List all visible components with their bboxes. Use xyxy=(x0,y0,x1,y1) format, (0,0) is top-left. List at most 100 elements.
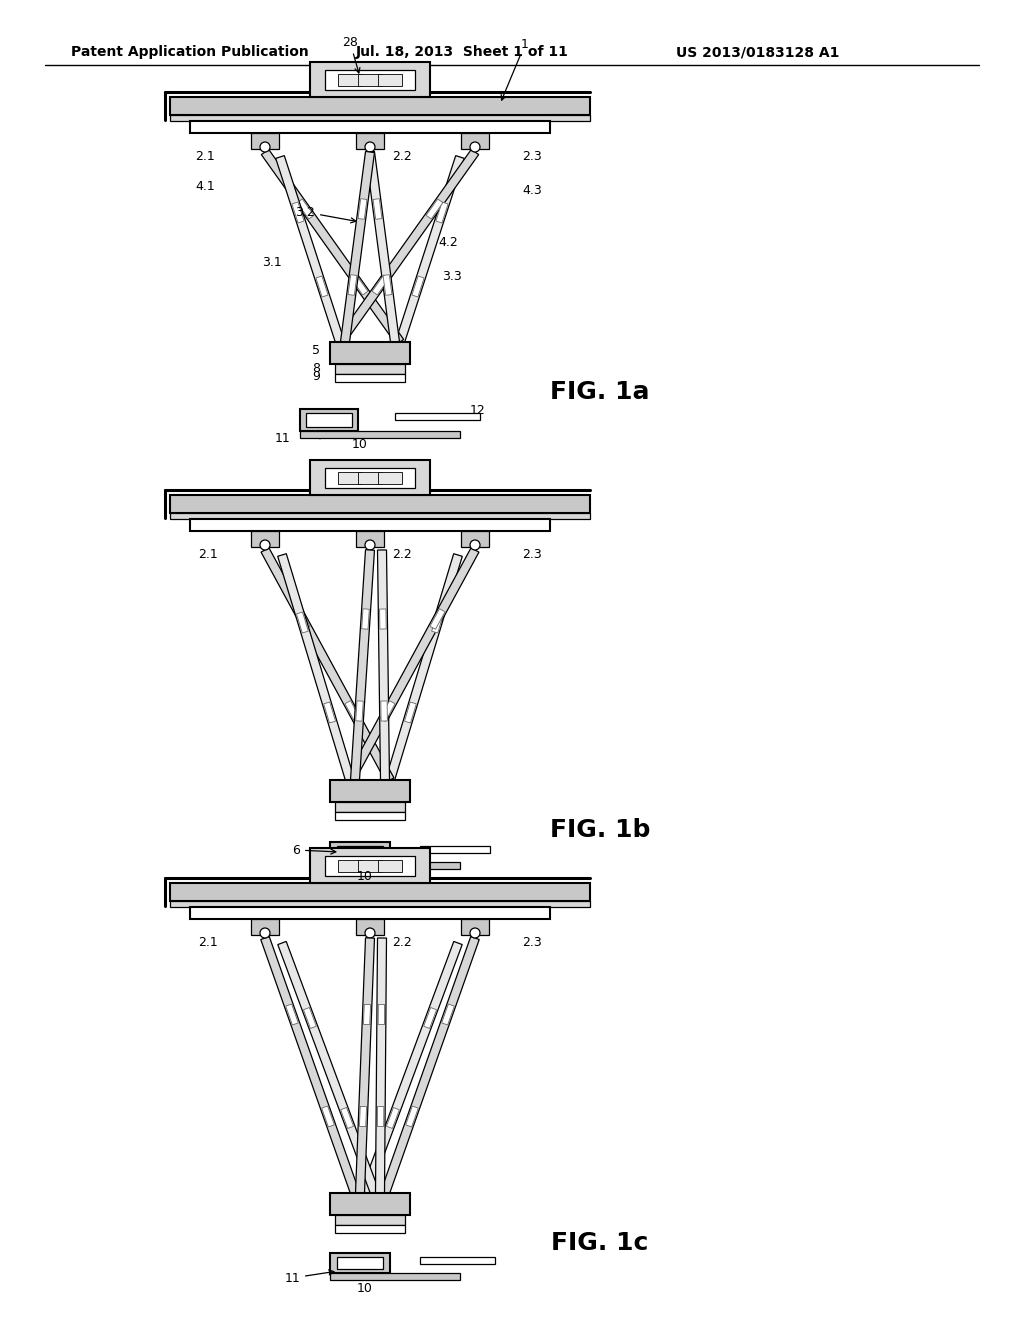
Polygon shape xyxy=(432,612,443,634)
Circle shape xyxy=(260,928,270,939)
Circle shape xyxy=(365,540,375,550)
Bar xyxy=(325,469,415,488)
Polygon shape xyxy=(297,612,308,634)
Circle shape xyxy=(470,143,480,152)
Polygon shape xyxy=(426,199,442,219)
Bar xyxy=(251,531,279,546)
Polygon shape xyxy=(348,275,357,296)
Polygon shape xyxy=(341,1107,353,1129)
Polygon shape xyxy=(303,1007,316,1028)
Bar xyxy=(420,846,490,853)
Bar xyxy=(356,919,384,935)
Polygon shape xyxy=(366,152,399,343)
Polygon shape xyxy=(372,275,389,294)
Bar xyxy=(330,842,390,862)
Text: FIG. 1b: FIG. 1b xyxy=(550,818,650,842)
Polygon shape xyxy=(376,939,386,1193)
Bar xyxy=(335,812,406,820)
Bar xyxy=(330,342,410,364)
Bar xyxy=(330,1272,460,1280)
Polygon shape xyxy=(297,199,314,219)
Polygon shape xyxy=(404,702,417,723)
Bar xyxy=(170,96,590,115)
Circle shape xyxy=(385,1199,395,1209)
Circle shape xyxy=(365,143,375,152)
Bar xyxy=(306,413,352,426)
Bar xyxy=(461,531,489,546)
Circle shape xyxy=(470,928,480,939)
Circle shape xyxy=(260,540,270,550)
Bar xyxy=(300,432,460,438)
Text: 3.3: 3.3 xyxy=(442,271,462,284)
Text: 12: 12 xyxy=(470,404,485,417)
Bar xyxy=(325,70,415,90)
Text: 9: 9 xyxy=(312,370,319,383)
Circle shape xyxy=(260,143,270,152)
Text: 2.2: 2.2 xyxy=(392,150,412,164)
Bar xyxy=(170,513,590,519)
Polygon shape xyxy=(381,701,387,721)
Bar xyxy=(335,374,406,381)
Bar xyxy=(251,919,279,935)
Bar xyxy=(461,919,489,935)
Polygon shape xyxy=(424,1007,436,1028)
Text: 4.1: 4.1 xyxy=(196,181,215,194)
Bar xyxy=(356,133,384,149)
Polygon shape xyxy=(278,553,354,781)
Polygon shape xyxy=(261,149,403,345)
Polygon shape xyxy=(386,1107,399,1129)
Bar xyxy=(335,803,406,812)
Text: 3.2: 3.2 xyxy=(295,206,356,223)
Polygon shape xyxy=(345,701,360,721)
Bar xyxy=(170,902,590,907)
Polygon shape xyxy=(355,937,375,1193)
Polygon shape xyxy=(378,1106,384,1126)
Text: 28: 28 xyxy=(342,36,359,73)
Circle shape xyxy=(385,348,395,358)
Bar xyxy=(170,495,590,513)
Bar xyxy=(190,907,550,919)
Polygon shape xyxy=(359,1106,367,1126)
Text: 5: 5 xyxy=(312,343,319,356)
Circle shape xyxy=(385,785,395,796)
Text: 3.1: 3.1 xyxy=(262,256,282,268)
Polygon shape xyxy=(324,702,336,723)
Bar xyxy=(330,862,460,869)
Polygon shape xyxy=(380,609,386,630)
Bar xyxy=(310,847,430,883)
Polygon shape xyxy=(380,701,395,721)
Bar xyxy=(310,62,430,96)
Text: 8: 8 xyxy=(312,362,319,375)
Bar xyxy=(335,1225,406,1233)
Polygon shape xyxy=(406,1106,418,1127)
Circle shape xyxy=(345,1199,355,1209)
Text: 10: 10 xyxy=(352,437,368,450)
Text: 4.3: 4.3 xyxy=(522,183,542,197)
Polygon shape xyxy=(358,199,367,219)
Polygon shape xyxy=(386,553,462,781)
Text: 6: 6 xyxy=(292,843,336,857)
Bar xyxy=(395,413,480,420)
Polygon shape xyxy=(322,1106,334,1127)
Polygon shape xyxy=(378,1005,385,1024)
Polygon shape xyxy=(381,936,479,1195)
Bar xyxy=(170,115,590,121)
Polygon shape xyxy=(316,276,328,297)
Text: 2.3: 2.3 xyxy=(522,150,542,164)
Bar xyxy=(358,473,382,484)
Bar xyxy=(358,74,382,86)
Text: 2.1: 2.1 xyxy=(199,936,218,949)
Bar xyxy=(337,1257,383,1269)
Polygon shape xyxy=(383,275,392,296)
Bar xyxy=(300,409,358,432)
Text: 2.1: 2.1 xyxy=(196,150,215,164)
Text: 10: 10 xyxy=(357,1282,373,1295)
Text: 1: 1 xyxy=(501,37,529,100)
Polygon shape xyxy=(360,941,462,1195)
Text: 2.1: 2.1 xyxy=(199,549,218,561)
Polygon shape xyxy=(441,1005,455,1024)
Text: 4.2: 4.2 xyxy=(438,235,458,248)
Polygon shape xyxy=(430,609,445,630)
Bar xyxy=(337,846,383,858)
Bar xyxy=(335,364,406,374)
